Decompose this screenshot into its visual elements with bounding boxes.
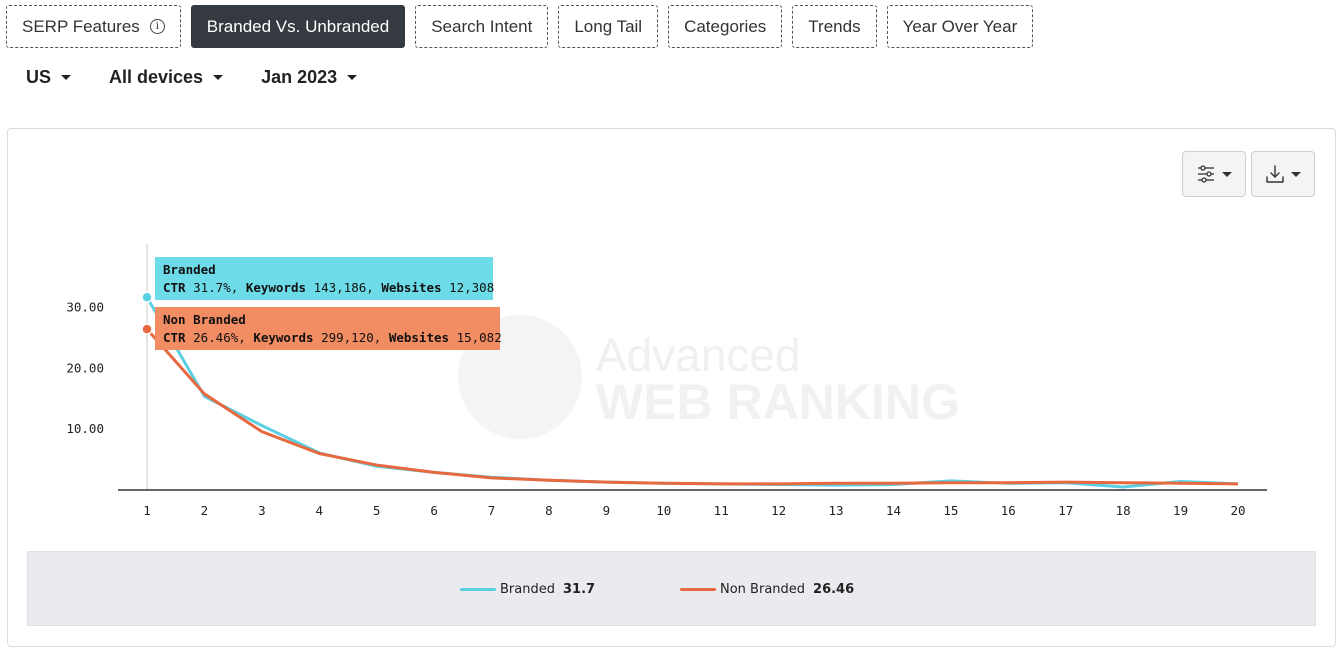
tab-label: Year Over Year [902,16,1018,36]
x-tick-label: 14 [886,503,901,518]
x-tick-label: 18 [1116,503,1131,518]
x-tick-label: 7 [488,503,496,518]
x-tick-label: 3 [258,503,266,518]
tab-categories[interactable]: Categories [668,5,783,48]
legend-item-branded[interactable]: Branded 31.7 [460,582,595,597]
x-axis-ticks: 1 2 3 4 5 6 7 8 9 10 11 12 13 14 15 16 17 18 19 20 [143,503,1245,518]
series-line-non-branded [145,328,1239,486]
x-tick-label: 4 [315,503,323,518]
legend-label: Non Branded [720,582,806,597]
tab-search-intent[interactable]: Search Intent [415,5,549,48]
legend-value: 31.7 [562,582,596,597]
tab-label: Long Tail [574,16,643,36]
x-tick-label: 13 [829,503,844,518]
device-value: All devices [109,66,204,87]
tooltip-branded-title: Branded [163,262,216,277]
legend-value: 26.46 [813,582,855,597]
tooltip-non-branded-bg [155,307,500,350]
series-layer [141,291,1239,489]
caret-down-icon [213,74,224,80]
period-value: Jan 2023 [261,66,338,87]
chart-settings-button[interactable] [1182,151,1246,197]
tooltip-non-branded-title: Non Branded [163,312,246,327]
tooltip-branded-bg [155,257,493,300]
x-tick-label: 15 [943,503,958,518]
legend-swatch [460,588,496,591]
caret-down-icon [347,74,358,80]
filter-bar: US All devices Jan 2023 [26,66,395,88]
device-dropdown[interactable]: All devices [109,66,224,88]
download-icon [1266,165,1284,183]
x-tick-label: 5 [373,503,381,518]
tab-year-over-year[interactable]: Year Over Year [886,5,1034,48]
x-tick-label: 2 [201,503,209,518]
tooltip-non-branded: Non Branded CTR 26.46%, Keywords 299,120… [155,307,502,350]
tooltip-non-branded-stats: CTR 26.46%, Keywords 299,120, Websites 1… [163,330,502,345]
tab-label: Branded Vs. Unbranded [206,16,390,36]
y-tick-label: 10.00 [66,421,104,436]
x-tick-label: 12 [771,503,786,518]
x-tick-label: 9 [603,503,611,518]
caret-down-icon [61,74,72,80]
watermark: Advanced WEB RANKING [458,315,960,439]
legend-item-non-branded[interactable]: Non Branded 26.46 [680,582,854,597]
hover-point-branded[interactable] [141,291,153,304]
watermark-line2: WEB RANKING [596,374,960,430]
y-axis-ticks: 10.00 20.00 30.00 [66,300,104,437]
x-tick-label: 20 [1230,503,1245,518]
hover-point-non-branded[interactable] [141,323,153,335]
country-value: US [26,66,52,87]
tab-branded-vs-unbranded[interactable]: Branded Vs. Unbranded [190,5,406,48]
x-tick-label: 1 [143,503,151,518]
y-tick-label: 20.00 [66,360,104,375]
x-tick-label: 11 [714,503,729,518]
watermark-line1: Advanced [596,329,801,381]
x-tick-label: 19 [1173,503,1188,518]
tab-label: SERP Features [22,16,140,36]
caret-down-icon [1291,171,1301,177]
tab-label: Categories [684,16,767,36]
info-icon[interactable]: i [149,19,165,34]
tab-label: Search Intent [431,16,533,36]
x-tick-label: 16 [1001,503,1016,518]
y-tick-label: 30.00 [66,300,104,315]
legend-swatch [680,588,716,591]
x-tick-label: 6 [430,503,438,518]
legend-label: Branded [500,582,555,597]
x-tick-label: 17 [1058,503,1073,518]
caret-down-icon [1222,171,1232,177]
tooltip-branded-stats: CTR 31.7%, Keywords 143,186, Websites 12… [163,280,494,295]
x-tick-label: 10 [656,503,671,518]
report-tabs: SERP Features i Branded Vs. Unbranded Se… [6,5,1034,48]
tab-trends[interactable]: Trends [792,5,877,48]
country-dropdown[interactable]: US [26,66,72,88]
chart-legend: Branded 31.7 Non Branded 26.46 [27,551,1316,626]
tab-serp-features[interactable]: SERP Features i [6,5,181,48]
chart-download-button[interactable] [1251,151,1315,197]
tooltip-branded: Branded CTR 31.7%, Keywords 143,186, Web… [155,257,494,300]
period-dropdown[interactable]: Jan 2023 [261,66,358,88]
tab-label: Trends [808,16,861,36]
tab-long-tail[interactable]: Long Tail [558,5,659,48]
x-tick-label: 8 [545,503,553,518]
sliders-icon [1198,165,1214,183]
